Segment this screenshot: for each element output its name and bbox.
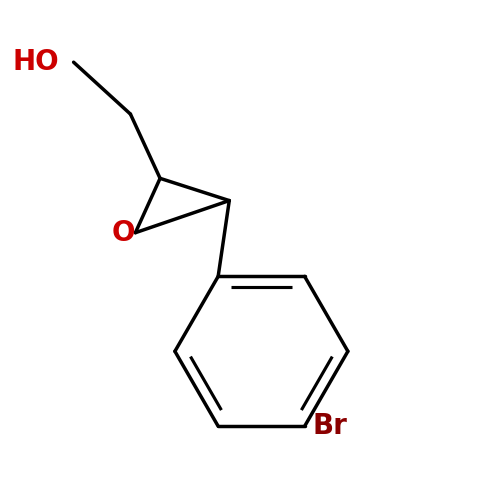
Text: O: O — [112, 218, 136, 246]
Text: Br: Br — [312, 412, 347, 440]
Text: HO: HO — [12, 48, 59, 76]
